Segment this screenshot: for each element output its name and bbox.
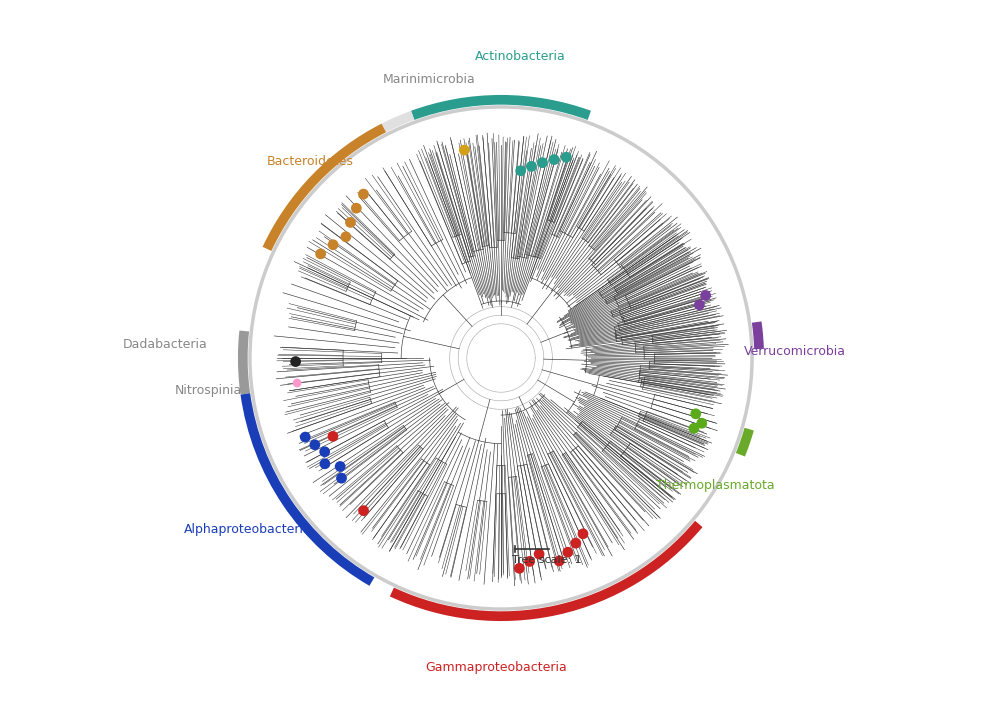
Point — [687, 408, 703, 420]
Point — [298, 431, 314, 442]
Point — [558, 152, 574, 163]
Point — [697, 290, 713, 301]
Point — [691, 299, 707, 311]
Point — [290, 377, 306, 389]
Text: Verrucomicrobia: Verrucomicrobia — [743, 345, 846, 358]
Point — [560, 546, 576, 558]
Point — [686, 422, 702, 434]
Text: Thermoplasmatota: Thermoplasmatota — [656, 479, 776, 493]
Point — [356, 505, 372, 516]
Point — [317, 458, 333, 470]
Text: Actinobacteria: Actinobacteria — [475, 50, 565, 63]
Point — [343, 217, 359, 228]
Point — [356, 188, 372, 200]
Point — [531, 548, 547, 560]
Point — [338, 231, 354, 243]
Point — [349, 203, 365, 214]
Point — [325, 430, 341, 442]
Text: Gammaproteobacteria: Gammaproteobacteria — [425, 662, 567, 674]
Text: Alphaproteobacteria: Alphaproteobacteria — [183, 523, 312, 536]
Point — [551, 555, 567, 566]
Point — [332, 461, 348, 473]
Point — [534, 157, 550, 168]
Text: Dadabacteria: Dadabacteria — [123, 337, 207, 351]
Text: Tree scale: 1: Tree scale: 1 — [512, 555, 582, 565]
Point — [513, 165, 529, 176]
Point — [325, 239, 341, 251]
Point — [523, 160, 539, 172]
Point — [575, 528, 591, 540]
Point — [317, 446, 333, 458]
Point — [307, 439, 323, 450]
Point — [334, 473, 350, 484]
Text: Bacteroidetes: Bacteroidetes — [268, 155, 354, 168]
Point — [511, 563, 527, 574]
Point — [288, 356, 304, 367]
Point — [522, 556, 538, 567]
Point — [313, 248, 329, 260]
Point — [456, 145, 472, 156]
Point — [568, 538, 584, 549]
Text: Nitrospinia: Nitrospinia — [174, 384, 241, 397]
Text: Marinimicrobia: Marinimicrobia — [383, 73, 476, 86]
Point — [546, 154, 562, 165]
Point — [693, 417, 709, 429]
